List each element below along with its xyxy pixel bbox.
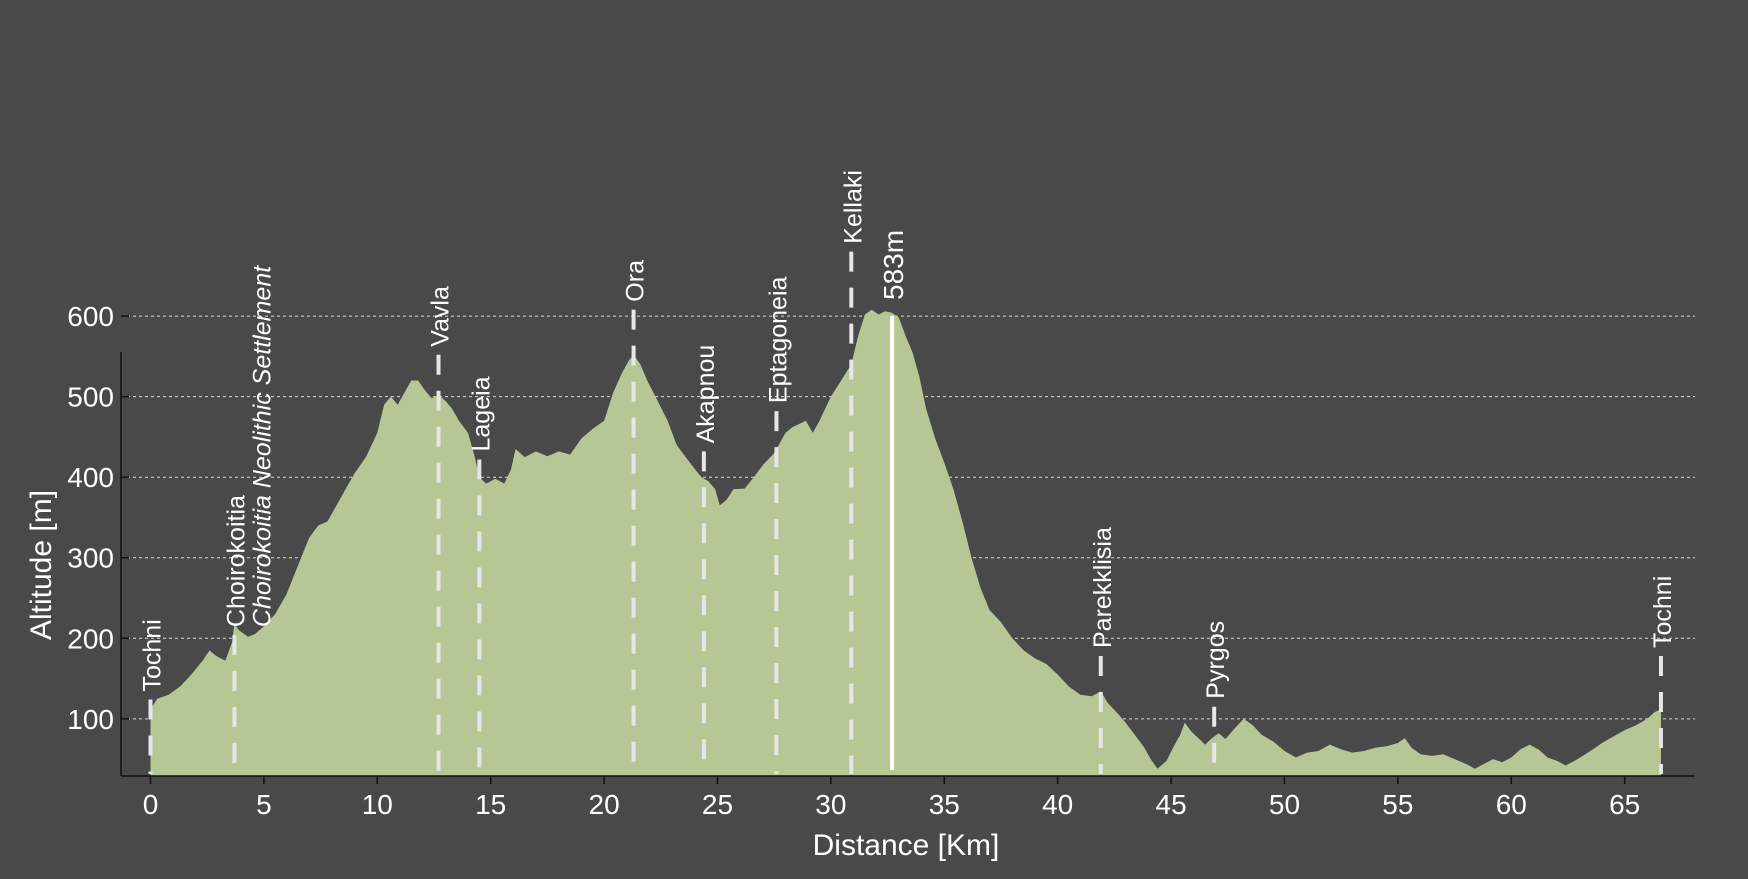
x-axis-label: Distance [Km] [813,829,1000,862]
y-axis-label: Altitude [m] [25,490,58,640]
waypoint-label: Kellaki [839,170,867,244]
waypoint-label: Vavla [427,286,455,347]
x-tick-label: 35 [929,789,960,820]
x-tick-label: 65 [1609,789,1640,820]
waypoint-label: Lageia [467,376,495,451]
waypoint-label: Choirokoitia [222,495,250,627]
x-tick-label: 20 [589,789,620,820]
y-tick-label: 300 [67,543,114,574]
waypoint-label: Tochni [139,619,167,691]
x-tick-label: 5 [256,789,272,820]
x-tick-label: 40 [1042,789,1073,820]
max-altitude-marker: 583m [878,230,909,770]
waypoint-label: Choirokoitia Neolithic Settlement [248,265,276,627]
y-tick-label: 600 [67,301,114,332]
x-tick-label: 55 [1382,789,1413,820]
waypoint-label: Ora [622,260,650,302]
x-tick-label: 15 [475,789,506,820]
x-tick-label: 60 [1496,789,1527,820]
y-tick-label: 100 [67,704,114,735]
x-tick-label: 0 [143,789,159,820]
x-tick-label: 45 [1156,789,1187,820]
x-axis: 0 5 10 15 20 25 30 35 40 45 50 55 60 65 [121,775,1695,820]
y-tick-label: 200 [67,623,114,654]
y-tick-label: 400 [67,462,114,493]
y-axis: 100 200 300 400 500 600 [67,301,129,776]
waypoint-label: Tochni [1649,576,1677,648]
x-tick-label: 50 [1269,789,1300,820]
waypoint-label: Akapnou [692,345,720,444]
x-tick-label: 25 [702,789,733,820]
x-tick-label: 10 [362,789,393,820]
x-tick-label: 30 [815,789,846,820]
max-marker-label: 583m [878,230,909,300]
waypoint-label: Eptagoneia [765,277,793,404]
waypoint-label: Pyrgos [1202,621,1230,699]
waypoint-label: Parekklisia [1089,527,1117,648]
elevation-area [150,309,1662,776]
y-tick-label: 500 [67,382,114,413]
